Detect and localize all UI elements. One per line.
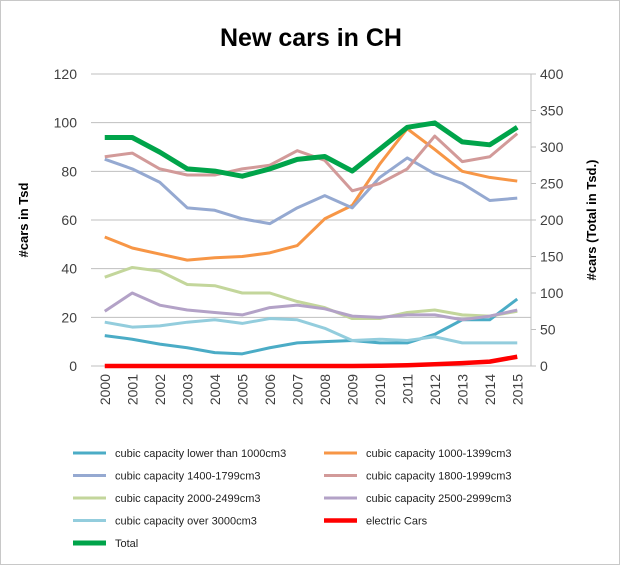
x-tick-label: 2004 [207,374,223,405]
series-line [104,297,519,356]
legend-label: electric Cars [366,516,428,528]
legend-label: cubic capacity 2500-2999cm3 [366,493,512,505]
y-tick-label: 40 [61,261,77,277]
x-tick-label: 2006 [262,374,278,405]
x-tick-label: 2009 [344,374,360,405]
x-tick-label: 2001 [124,374,140,405]
legend-label: cubic capacity 2000-2499cm3 [115,493,261,505]
legend-label: Total [115,538,138,550]
x-tick-label: 2015 [509,374,525,405]
legend-label: cubic capacity 1800-1999cm3 [366,471,512,483]
y-axis-title: #cars in Tsd [16,182,31,257]
series-line [104,120,519,179]
legend-label: cubic capacity 1400-1799cm3 [115,471,261,483]
x-tick-label: 2003 [179,374,195,405]
y2-tick-label: 300 [540,139,564,155]
y-tick-label: 80 [61,163,77,179]
x-tick-label: 2002 [152,374,168,405]
y-tick-label: 100 [54,115,78,131]
y2-tick-label: 400 [540,66,564,82]
series-line [104,354,518,369]
x-tick-label: 2005 [234,374,250,405]
x-tick-label: 2012 [427,374,443,405]
series-line [104,156,518,226]
series-line [103,291,518,322]
y2-tick-label: 250 [540,176,564,192]
y2-tick-label: 150 [540,249,564,265]
series-line [104,265,518,321]
y2-tick-label: 50 [540,322,556,338]
x-tick-label: 2008 [317,374,333,405]
y2-axis-title: #cars (Total in Tsd.) [584,160,599,281]
x-tick-label: 2011 [399,374,415,404]
series-line [104,127,518,262]
y2-tick-label: 350 [540,103,564,119]
y-tick-label: 20 [61,309,77,325]
legend-label: cubic capacity 1000-1399cm3 [366,448,512,460]
x-tick-label: 2010 [372,374,388,405]
x-tick-label: 2007 [289,374,305,405]
y-tick-label: 60 [61,212,77,228]
x-tick-label: 2000 [97,374,113,405]
legend-label: cubic capacity lower than 1000cm3 [115,448,286,460]
chart-title: New cars in CH [220,24,402,52]
legend-label: cubic capacity over 3000cm3 [115,516,257,528]
y2-tick-label: 0 [540,358,548,374]
x-tick-label: 2014 [482,374,498,405]
y2-tick-label: 200 [540,212,564,228]
y-tick-label: 120 [54,66,78,82]
series-line [104,317,518,345]
y-tick-label: 0 [69,358,77,374]
x-tick-label: 2013 [454,374,470,405]
y2-tick-label: 100 [540,285,564,301]
